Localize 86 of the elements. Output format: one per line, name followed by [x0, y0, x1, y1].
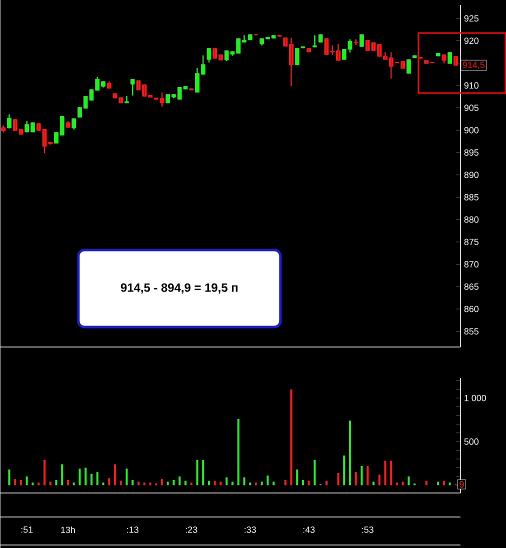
bar: [178, 476, 180, 486]
x-tick-label: :13: [126, 526, 138, 533]
y-tick-label: 1 000: [464, 394, 486, 402]
candlestick: [0, 125, 6, 132]
candlestick: [412, 55, 417, 58]
y-tick-label: 895: [464, 149, 478, 156]
annotation: 914,5 - 894,9 = 19,5 п: [120, 283, 238, 294]
bar: [84, 468, 86, 486]
bar: [37, 482, 40, 486]
candlestick: [130, 78, 135, 96]
y-tick-label: 875: [464, 238, 478, 246]
data-label: 9: [459, 481, 464, 488]
bar: [248, 482, 251, 486]
bar: [243, 477, 246, 486]
candlestick: [353, 39, 358, 46]
y-tick-label: 855: [464, 328, 478, 335]
bar: [296, 469, 298, 486]
bar: [78, 468, 81, 486]
bar: [208, 480, 210, 486]
x-tick-label: :33: [244, 526, 256, 533]
bar: [108, 478, 110, 486]
candlestick: [442, 54, 446, 64]
y-tick-label: 880: [464, 216, 478, 223]
bar: [126, 468, 128, 486]
bar: [231, 482, 234, 486]
bar: [290, 389, 292, 486]
y-tick-label: 870: [464, 261, 478, 268]
bar: [220, 482, 222, 486]
bar: [20, 480, 22, 486]
bar: [214, 480, 216, 486]
candlestick: [66, 120, 70, 128]
y-tick-label: 905: [464, 104, 478, 111]
candlestick: [453, 56, 458, 66]
bar: [137, 482, 140, 486]
bar: [143, 482, 146, 486]
bar: [14, 479, 16, 486]
bar: [120, 480, 122, 486]
bar: [202, 460, 204, 486]
bar: [43, 460, 46, 486]
x-tick-label: 13h: [60, 526, 75, 534]
bar: [32, 482, 34, 486]
candlestick: [306, 48, 311, 52]
bar: [102, 482, 104, 486]
bar: [131, 480, 134, 486]
x-tick-label: :53: [362, 526, 374, 533]
bar: [302, 480, 304, 486]
bar: [26, 476, 28, 486]
bar: [196, 460, 198, 486]
x-tick-label: :23: [186, 526, 197, 533]
bar: [166, 482, 169, 486]
y-tick-label: 890: [464, 172, 478, 178]
bar: [55, 480, 58, 486]
bar: [260, 482, 263, 486]
y-tick-label: 900: [464, 126, 478, 134]
x-tick-label: :43: [303, 526, 314, 533]
bar: [90, 474, 92, 486]
bar: [160, 479, 163, 486]
candlestick: [312, 35, 317, 48]
bar: [72, 482, 75, 486]
bar: [184, 480, 186, 486]
bar: [225, 477, 228, 486]
bar: [272, 482, 274, 486]
bar: [190, 482, 192, 486]
candlestick: [106, 81, 112, 88]
bar: [172, 480, 175, 486]
y-tick-label: 925: [464, 15, 478, 22]
text: 914,5: [462, 62, 484, 70]
y-tick-label: 865: [464, 283, 478, 290]
bar: [66, 480, 69, 486]
y-tick-label: 920: [464, 38, 478, 44]
bar: [114, 464, 116, 486]
bar: [266, 476, 269, 486]
bar: [8, 469, 10, 486]
bar: [60, 464, 63, 486]
bar: [49, 482, 52, 486]
bar: [284, 480, 286, 486]
y-tick-label: 500: [464, 438, 478, 445]
bar: [96, 472, 98, 486]
bar: [237, 418, 240, 486]
y-tick-label: 860: [464, 306, 478, 312]
x-tick-label: :51: [21, 526, 32, 533]
candlestick: [436, 53, 440, 56]
candlestick: [124, 96, 129, 104]
y-tick-label: 885: [464, 194, 478, 200]
bar: [149, 482, 152, 486]
y-tick-label: 910: [464, 82, 478, 89]
